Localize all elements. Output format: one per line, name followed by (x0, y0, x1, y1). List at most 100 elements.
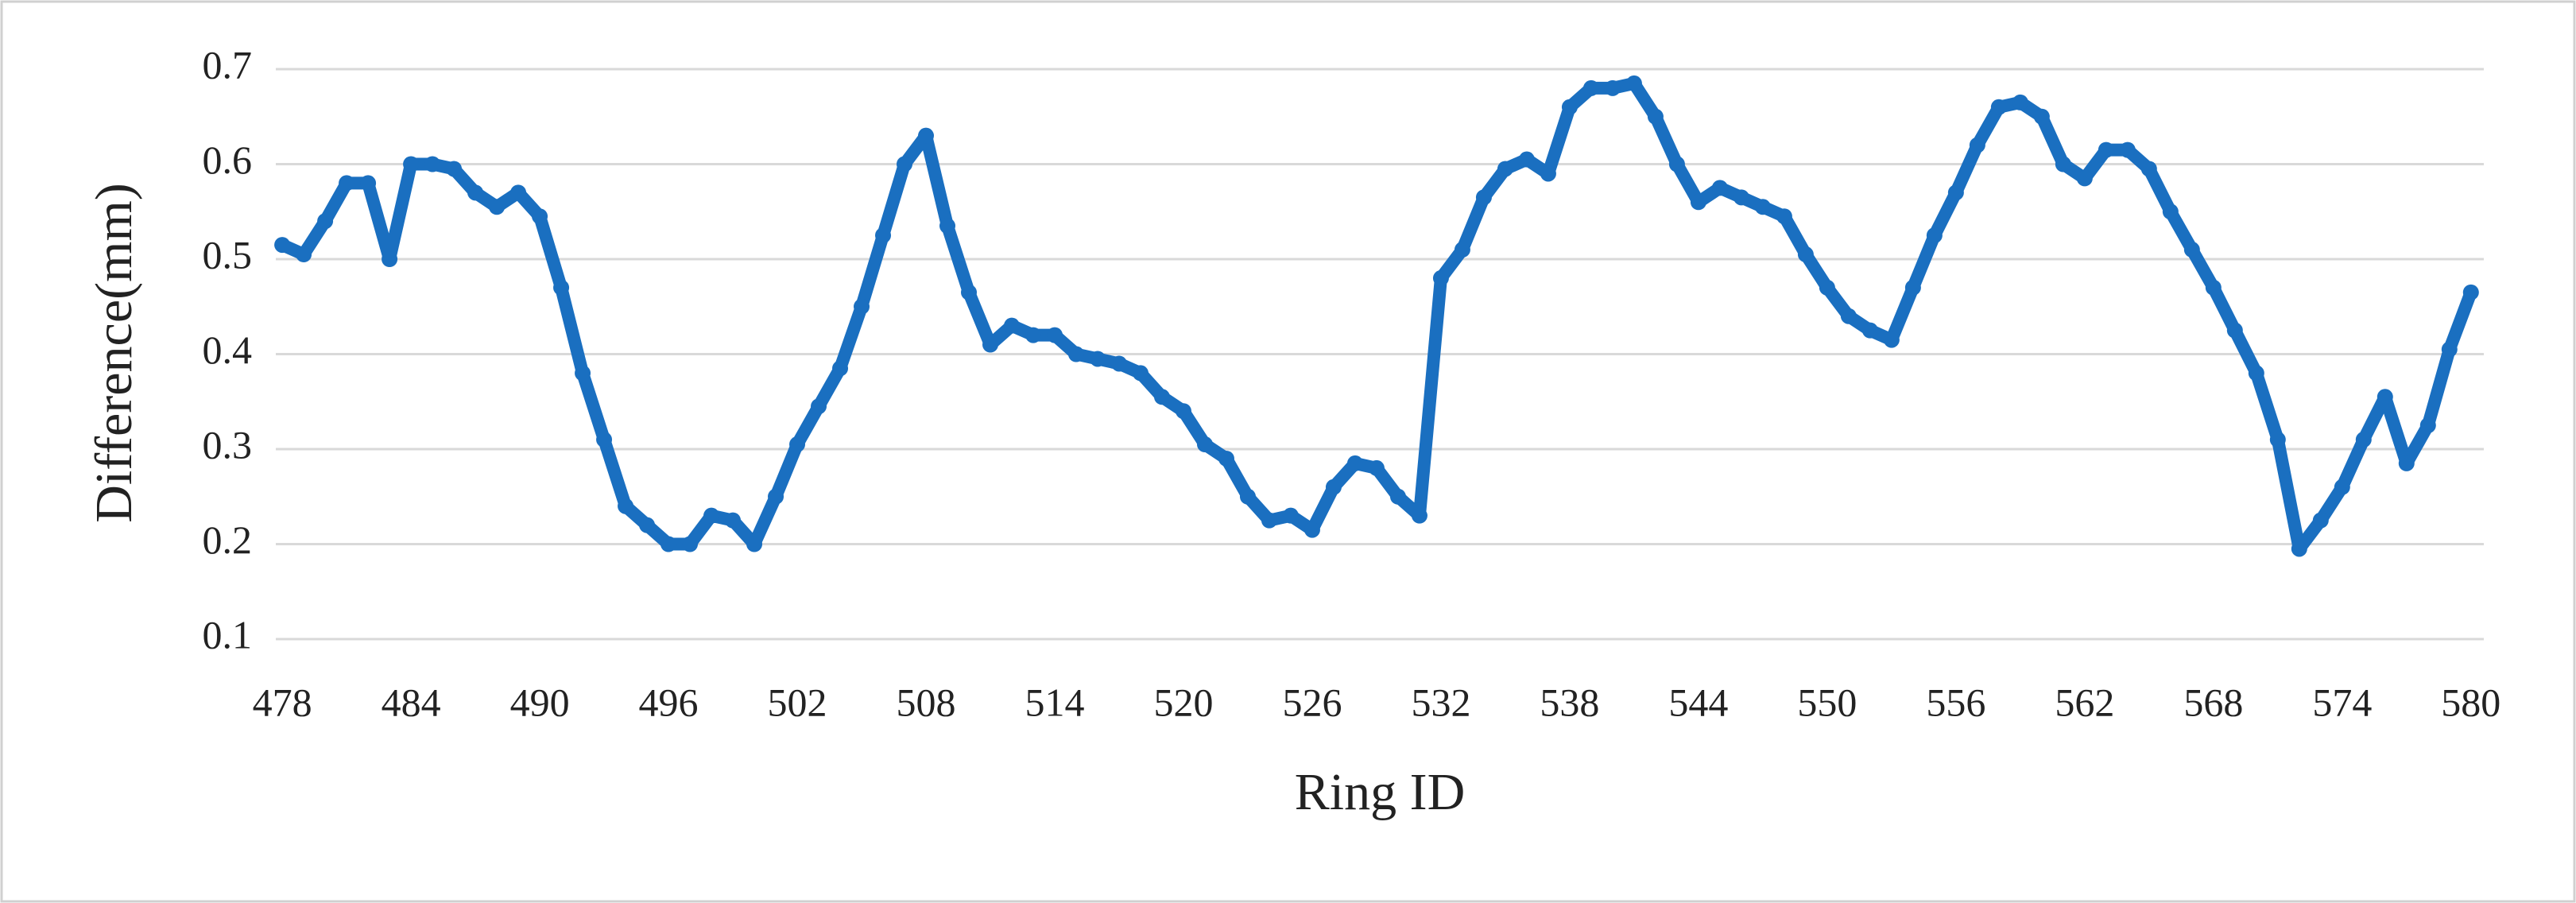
data-point (403, 156, 420, 172)
data-point (832, 360, 849, 377)
data-point (789, 436, 806, 453)
data-point (897, 156, 913, 172)
data-point (1990, 99, 2007, 115)
data-point (2140, 161, 2157, 177)
data-point (446, 161, 463, 177)
data-point (1004, 317, 1020, 334)
y-tick-label: 0.3 (203, 422, 253, 467)
data-point (1969, 137, 1985, 153)
data-point (982, 336, 999, 353)
x-tick-label: 490 (510, 680, 570, 724)
data-point (939, 218, 956, 234)
data-point (510, 184, 527, 201)
data-point (2419, 417, 2436, 434)
data-point (2162, 203, 2179, 220)
data-point (1668, 156, 1685, 172)
x-tick-label: 550 (1797, 680, 1857, 724)
data-point (1475, 189, 1492, 206)
x-tick-label: 526 (1282, 680, 1342, 724)
data-point (2291, 541, 2307, 557)
data-point (1947, 184, 1964, 201)
data-point (2076, 170, 2093, 187)
data-point (2098, 141, 2114, 158)
y-axis-title: Difference(mm) (85, 183, 143, 523)
data-point (2355, 432, 2372, 448)
data-point (2012, 94, 2028, 110)
data-point (2248, 365, 2264, 382)
data-point (768, 488, 784, 505)
data-point (596, 432, 613, 448)
data-point (1926, 227, 1943, 244)
x-tick-label: 568 (2183, 680, 2243, 724)
data-point (725, 512, 742, 529)
data-point (1797, 246, 1814, 263)
data-point (618, 498, 634, 514)
x-tick-label: 502 (768, 680, 827, 724)
x-tick-label: 580 (2441, 680, 2500, 724)
data-point (382, 251, 398, 267)
data-point (2398, 455, 2415, 471)
data-point (2226, 322, 2243, 339)
data-point (1325, 479, 1342, 495)
data-point (2377, 389, 2393, 405)
data-point (2441, 341, 2458, 358)
x-tick-label: 532 (1411, 680, 1470, 724)
data-point (1110, 355, 1127, 372)
data-point (1175, 403, 1191, 420)
x-tick-label: 574 (2312, 680, 2372, 724)
data-point (2462, 284, 2479, 300)
data-point (1218, 450, 1234, 467)
data-point (918, 127, 935, 144)
data-point (811, 398, 827, 415)
data-point (1625, 75, 1642, 91)
x-tick-label: 544 (1668, 680, 1728, 724)
x-tick-label: 538 (1540, 680, 1599, 724)
data-point (1368, 459, 1385, 476)
data-point (1711, 180, 1728, 196)
y-tick-label: 0.1 (203, 612, 253, 657)
data-point (274, 237, 291, 254)
data-point (746, 536, 763, 552)
data-point (1046, 327, 1063, 343)
data-point (854, 298, 870, 315)
data-point (1411, 507, 1427, 524)
data-point (1303, 521, 1320, 538)
data-point (1647, 108, 1664, 125)
y-tick-label: 0.6 (203, 138, 253, 182)
x-tick-label: 556 (1926, 680, 1985, 724)
data-point (1132, 365, 1149, 382)
data-point (1239, 488, 1256, 505)
data-point (424, 156, 441, 172)
data-point (1861, 322, 1878, 339)
data-point (1389, 488, 1406, 505)
y-tick-label: 0.5 (203, 232, 253, 277)
data-point (1346, 455, 1363, 471)
x-tick-label: 478 (253, 680, 312, 724)
data-point (1540, 165, 1556, 182)
data-point (1067, 346, 1084, 362)
data-point (1904, 279, 1921, 296)
x-tick-label: 520 (1153, 680, 1213, 724)
data-point (1582, 79, 1599, 96)
data-point (1776, 208, 1792, 225)
x-tick-label: 484 (382, 680, 441, 724)
data-point (1733, 189, 1749, 206)
data-point (2269, 432, 2286, 448)
data-point (2119, 141, 2136, 158)
data-point (1196, 436, 1213, 453)
data-point (1261, 512, 1277, 529)
data-point (532, 208, 548, 225)
data-point (2312, 512, 2329, 529)
data-point (682, 536, 699, 552)
y-tick-label: 0.2 (203, 517, 253, 562)
data-point (317, 213, 334, 230)
data-point (1883, 331, 1900, 348)
data-point (1432, 269, 1449, 286)
data-point (339, 175, 355, 192)
data-point (1561, 99, 1578, 115)
data-point (1840, 308, 1857, 324)
x-tick-label: 508 (897, 680, 956, 724)
data-point (467, 184, 484, 201)
